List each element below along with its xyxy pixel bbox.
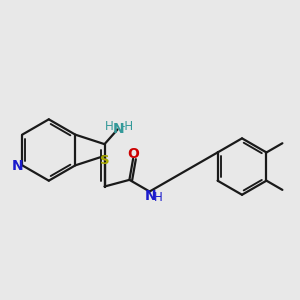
Text: O: O [127, 147, 139, 161]
Text: S: S [100, 154, 110, 167]
Text: N: N [113, 122, 124, 136]
Text: H: H [105, 120, 114, 133]
Text: H: H [154, 191, 163, 204]
Text: N: N [145, 189, 157, 203]
Text: -H: -H [121, 120, 134, 133]
Text: N: N [12, 159, 24, 173]
